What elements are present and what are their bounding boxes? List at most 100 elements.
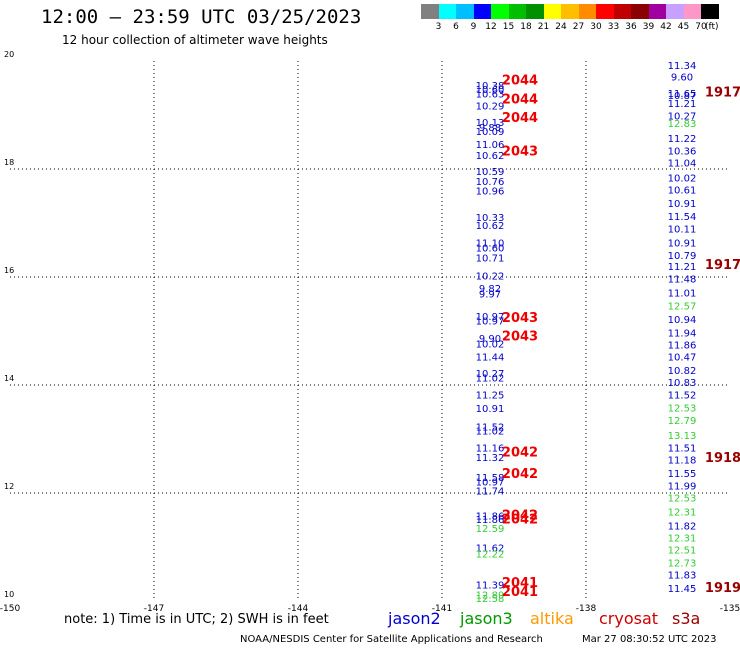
wave-height-label: 12.31 xyxy=(668,533,697,544)
grid xyxy=(10,61,730,601)
satellite-legend-jason3: jason3 xyxy=(460,609,513,628)
wave-height-label: 11.04 xyxy=(668,159,697,170)
wave-height-label: 11.06 xyxy=(476,140,505,151)
y-tick-label: 18 xyxy=(4,158,14,167)
wave-height-label: 12.59 xyxy=(476,524,505,535)
wave-height-label: 12.58 xyxy=(476,594,505,605)
x-tick-label: -144 xyxy=(288,604,309,614)
y-tick-label: 20 xyxy=(4,50,14,59)
wave-height-label: 11.39 xyxy=(476,580,505,591)
pass-id-label: 2044 xyxy=(502,92,538,107)
legend-swatch xyxy=(578,4,596,19)
legend-swatch xyxy=(683,4,701,19)
legend-label: 36 xyxy=(625,22,637,32)
satellite-legend-altika: altika xyxy=(530,609,574,628)
wave-height-label: 10.29 xyxy=(476,101,505,112)
wave-height-label: 12.51 xyxy=(668,546,697,557)
legend-unit: (ft) xyxy=(705,22,719,32)
wave-height-label: 11.25 xyxy=(476,391,505,402)
x-tick-label: -141 xyxy=(432,604,452,614)
wave-height-label: 10.11 xyxy=(668,224,697,235)
wave-height-label: 10.94 xyxy=(668,315,697,326)
pass-id-label: 1917 xyxy=(705,85,740,100)
legend-swatch xyxy=(526,4,544,19)
wave-height-label: 10.91 xyxy=(476,404,505,415)
wave-height-label: 11.62 xyxy=(476,544,505,555)
wave-height-label: 10.09 xyxy=(476,127,505,138)
wave-height-label: 10.22 xyxy=(476,271,505,282)
wave-height-label: 11.34 xyxy=(668,61,697,72)
data-points: 10.3810.6010.6310.2910.139.8810.0911.061… xyxy=(476,61,740,605)
legend-label: 9 xyxy=(470,22,477,32)
legend-swatch xyxy=(648,4,666,19)
wave-height-label: 9.88 xyxy=(479,123,501,134)
x-tick-label: -150 xyxy=(0,604,20,614)
wave-height-label: 10.02 xyxy=(668,174,697,185)
wave-height-label: 11.86 xyxy=(476,512,505,523)
wave-height-label: 11.58 xyxy=(476,473,505,484)
legend-label: 12 xyxy=(485,22,497,32)
wave-height-label: 10.27 xyxy=(668,112,697,123)
wave-height-label: 11.48 xyxy=(668,275,697,286)
legend-swatch xyxy=(543,4,561,19)
y-tick-label: 16 xyxy=(4,266,14,275)
wave-height-label: 11.51 xyxy=(668,444,697,455)
wave-height-label: 9.82 xyxy=(479,284,501,295)
legend-label: 3 xyxy=(435,22,442,32)
y-tick-label: 10 xyxy=(4,590,14,599)
legend-label: 42 xyxy=(660,22,672,32)
legend-label: 45 xyxy=(677,22,690,32)
wave-height-label: 10.60 xyxy=(476,243,505,254)
wave-height-label: 11.94 xyxy=(668,329,697,340)
wave-height-label: 10.76 xyxy=(476,177,505,188)
legend-swatch xyxy=(473,4,491,19)
wave-height-label: 10.38 xyxy=(476,81,505,92)
wave-height-label: 11.74 xyxy=(476,486,505,497)
wave-height-label: 11.32 xyxy=(476,453,505,464)
wave-height-label: 10.62 xyxy=(476,221,505,232)
wave-height-label: 9.90 xyxy=(479,334,501,345)
legend-label: 24 xyxy=(555,22,567,32)
wave-height-label: 11.02 xyxy=(476,373,505,384)
x-tick-label: -138 xyxy=(576,604,597,614)
legend-label: 18 xyxy=(520,22,532,32)
wave-height-label: 12.31 xyxy=(668,507,697,518)
wave-height-label: 11.18 xyxy=(668,456,697,467)
wave-height-label: 12.89 xyxy=(476,591,505,602)
legend-swatch xyxy=(491,4,509,19)
legend-label: 30 xyxy=(590,22,602,32)
pass-id-label: 2044 xyxy=(502,73,538,88)
wave-height-label: 13.13 xyxy=(668,431,697,442)
wave-height-label: 11.16 xyxy=(476,444,505,455)
wave-height-label: 10.60 xyxy=(476,85,505,96)
wave-height-label: 10.13 xyxy=(476,118,505,129)
wave-height-label: 10.33 xyxy=(476,213,505,224)
footer-timestamp: Mar 27 08:30:52 UTC 2023 xyxy=(582,634,717,645)
pass-id-label: 1917 xyxy=(705,258,740,273)
wave-height-label: 11.45 xyxy=(668,584,697,595)
legend-swatch xyxy=(631,4,649,19)
wave-height-label: 11.54 xyxy=(668,212,697,223)
wave-height-label: 11.02 xyxy=(476,426,505,437)
legend-label: 21 xyxy=(537,22,550,32)
wave-height-label: 11.52 xyxy=(668,391,697,402)
pass-id-label: 2042 xyxy=(502,467,538,482)
legend-swatch xyxy=(508,4,526,19)
pass-id-label: 1918 xyxy=(705,451,740,466)
pass-id-label: 2042 xyxy=(502,509,538,524)
wave-height-label: 10.97 xyxy=(476,312,505,323)
legend-label: 33 xyxy=(607,22,620,32)
wave-height-label: 11.86 xyxy=(668,341,697,352)
legend-swatch xyxy=(701,4,719,19)
satellite-legend-cryosat: cryosat xyxy=(599,609,659,628)
x-tick-label: -135 xyxy=(720,604,740,614)
wave-height-label: 12.83 xyxy=(668,119,697,130)
wave-height-label: 10.87 xyxy=(668,91,697,102)
wave-height-label: 12.79 xyxy=(668,416,697,427)
pass-id-label: 1919 xyxy=(705,581,740,596)
legend-swatch xyxy=(421,4,439,19)
chart-title: 12:00 – 23:59 UTC 03/25/2023 xyxy=(41,6,362,28)
wave-height-label: 10.82 xyxy=(668,366,697,377)
wave-height-label: 12.53 xyxy=(668,493,697,504)
